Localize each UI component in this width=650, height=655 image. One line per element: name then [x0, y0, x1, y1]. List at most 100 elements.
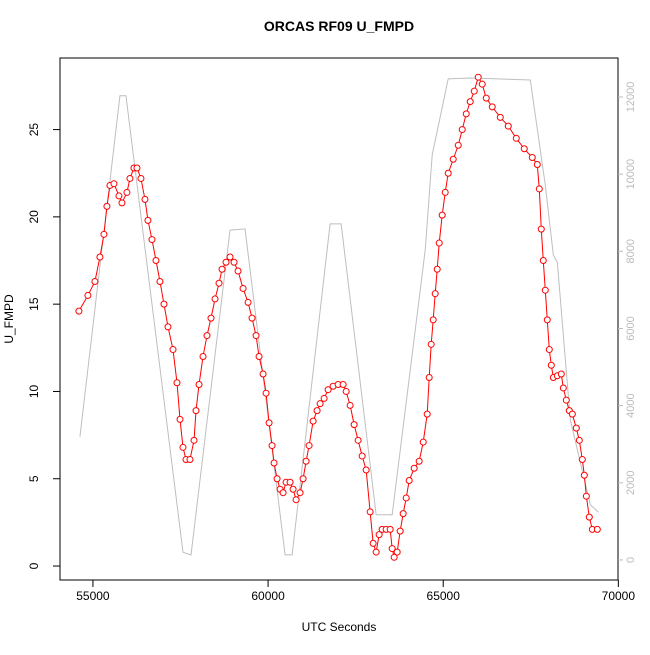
data-point: [425, 373, 433, 381]
data-point: [234, 267, 242, 275]
data-point: [192, 407, 200, 415]
data-point: [244, 298, 252, 306]
data-point: [346, 401, 354, 409]
data-point: [339, 380, 347, 388]
y-tick-label: 5: [27, 475, 41, 482]
data-point: [578, 456, 586, 464]
x-tick-label: 60000: [251, 589, 285, 603]
data-point: [75, 307, 83, 315]
data-point: [393, 548, 401, 556]
data-point: [557, 370, 565, 378]
data-point: [148, 236, 156, 244]
data-point: [543, 316, 551, 324]
data-point: [454, 141, 462, 149]
data-point: [316, 400, 324, 408]
y-tick-label: 25: [27, 123, 41, 137]
y-tick-label: 10: [27, 384, 41, 398]
data-point: [559, 384, 567, 392]
data-point: [405, 476, 413, 484]
data-point: [252, 332, 260, 340]
data-point: [324, 386, 332, 394]
data-point: [84, 291, 92, 299]
data-point: [438, 211, 446, 219]
data-point: [255, 353, 263, 361]
data-point: [286, 478, 294, 486]
data-point: [539, 257, 547, 265]
data-point: [118, 199, 126, 207]
data-point: [462, 110, 470, 118]
data-point: [568, 410, 576, 418]
data-point: [582, 492, 590, 500]
data-point: [141, 195, 149, 203]
data-point: [279, 489, 287, 497]
data-point: [199, 353, 207, 361]
data-point: [535, 185, 543, 193]
data-point: [504, 122, 512, 130]
data-point: [415, 457, 423, 465]
data-point: [152, 257, 160, 265]
data-point: [444, 169, 452, 177]
data-point: [585, 513, 593, 521]
data-point: [541, 286, 549, 294]
data-point: [309, 417, 317, 425]
data-point: [580, 471, 588, 479]
data-point: [547, 361, 555, 369]
series-line: [79, 77, 599, 556]
data-point: [110, 180, 118, 188]
data-point: [173, 379, 181, 387]
y2-tick-label: 8000: [625, 239, 637, 263]
data-point: [123, 188, 131, 196]
x-axis-label: UTC Seconds: [302, 620, 377, 634]
data-point: [239, 284, 247, 292]
data-point: [164, 323, 172, 331]
y-axis-label: U_FMPD: [2, 294, 16, 344]
data-point: [433, 265, 441, 273]
data-point: [265, 419, 273, 427]
data-point: [96, 253, 104, 261]
data-point: [190, 436, 198, 444]
data-point: [441, 188, 449, 196]
data-point: [388, 545, 396, 553]
data-point: [160, 300, 168, 308]
data-point: [478, 80, 486, 88]
data-point: [512, 134, 520, 142]
data-point: [299, 475, 307, 483]
data-point: [431, 290, 439, 298]
y-tick-label: 15: [27, 297, 41, 311]
data-point: [144, 216, 152, 224]
data-point: [362, 466, 370, 474]
x-tick-label: 70000: [602, 589, 636, 603]
data-point: [292, 496, 300, 504]
data-point: [354, 436, 362, 444]
data-point: [575, 436, 583, 444]
data-point: [372, 548, 380, 556]
data-point: [320, 394, 328, 402]
data-point: [262, 389, 270, 397]
y2-tick-label: 10000: [625, 159, 637, 190]
data-point: [103, 202, 111, 210]
data-point: [386, 525, 394, 533]
data-point: [222, 258, 230, 266]
data-point: [593, 525, 601, 533]
data-point: [169, 346, 177, 354]
data-point: [126, 174, 134, 182]
data-point: [156, 277, 164, 285]
data-point: [259, 370, 267, 378]
data-point: [296, 489, 304, 497]
data-point: [396, 527, 404, 535]
data-point: [474, 73, 482, 81]
data-point: [537, 225, 545, 233]
y2-tick-label: 4000: [625, 393, 637, 417]
data-point: [366, 508, 374, 516]
data-point: [248, 314, 256, 322]
data-point: [470, 87, 478, 95]
y2-tick-label: 2000: [625, 471, 637, 495]
data-point: [215, 279, 223, 287]
data-point: [203, 332, 211, 340]
data-point: [342, 387, 350, 395]
x-tick-label: 65000: [427, 589, 461, 603]
data-point: [207, 314, 215, 322]
data-point: [533, 160, 541, 168]
data-point: [488, 103, 496, 111]
